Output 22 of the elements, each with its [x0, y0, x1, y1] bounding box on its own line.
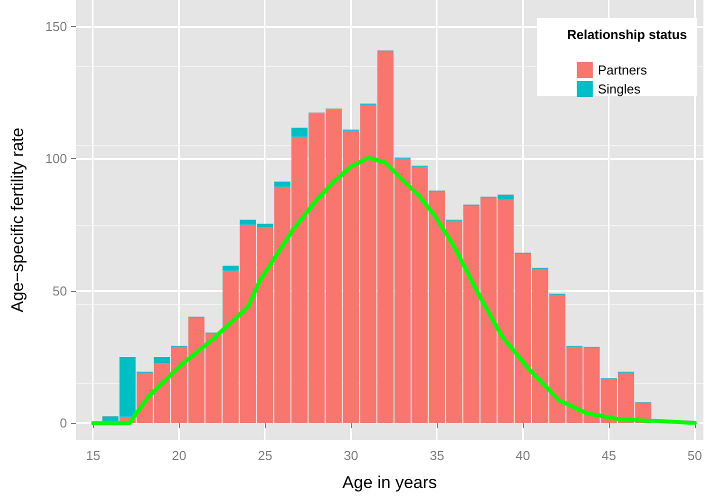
- x-tick-label: 35: [430, 448, 444, 463]
- y-tick-label: 100: [45, 151, 67, 166]
- legend-title: Relationship status: [567, 27, 688, 42]
- x-tick-label: 15: [86, 448, 100, 463]
- bar: [154, 356, 170, 364]
- bar: [274, 182, 290, 187]
- legend-label: Singles: [598, 82, 642, 96]
- line-series: [91, 156, 697, 426]
- x-tick-label: 40: [516, 448, 530, 463]
- y-tick-label: 50: [52, 283, 67, 298]
- x-axis-title: Age in years: [342, 473, 437, 492]
- y-axis-title: Age−specific fertility rate: [8, 128, 27, 312]
- x-tick-label: 50: [688, 448, 702, 463]
- x-tick-label: 45: [602, 448, 616, 463]
- x-tick-label: 25: [258, 448, 272, 463]
- bar: [291, 128, 308, 137]
- legend-label: Partners: [598, 62, 648, 78]
- bar: [222, 266, 239, 271]
- x-tick-label: 20: [172, 448, 186, 463]
- x-tick-label: 30: [344, 448, 358, 463]
- y-tick-label: 150: [45, 18, 67, 34]
- y-tick-label: 0: [60, 416, 67, 431]
